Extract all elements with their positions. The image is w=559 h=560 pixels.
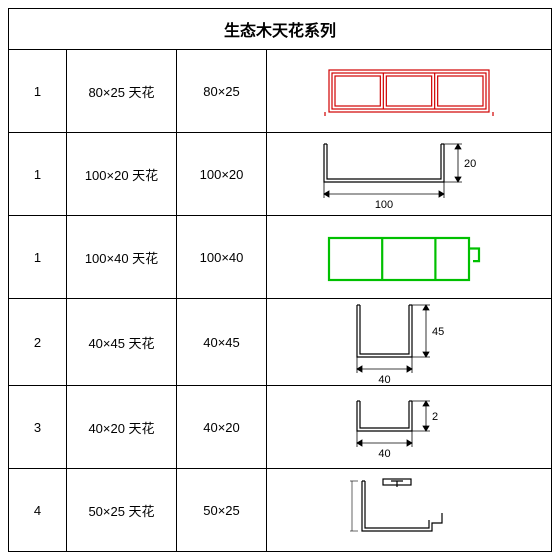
- product-diagram: [267, 216, 552, 299]
- product-table: 生态木天花系列 180×25 天花80×251100×20 天花100×2020…: [8, 8, 552, 552]
- table-row: 1100×40 天花100×40: [9, 216, 552, 299]
- product-name: 100×20 天花: [67, 133, 177, 216]
- row-index: 3: [9, 386, 67, 469]
- product-diagram: 2 40: [267, 386, 552, 469]
- product-name: 40×45 天花: [67, 299, 177, 386]
- product-size: 50×25: [177, 469, 267, 552]
- svg-text:45: 45: [432, 326, 444, 338]
- row-index: 1: [9, 50, 67, 133]
- product-size: 40×45: [177, 299, 267, 386]
- product-diagram: [267, 50, 552, 133]
- product-size: 100×40: [177, 216, 267, 299]
- product-size: 40×20: [177, 386, 267, 469]
- product-name: 80×25 天花: [67, 50, 177, 133]
- product-diagram: 45 40: [267, 299, 552, 386]
- row-index: 2: [9, 299, 67, 386]
- table-row: 340×20 天花40×20 2 40: [9, 386, 552, 469]
- row-index: 1: [9, 133, 67, 216]
- svg-text:20: 20: [464, 158, 476, 170]
- table-title: 生态木天花系列: [9, 9, 552, 50]
- product-name: 40×20 天花: [67, 386, 177, 469]
- svg-text:2: 2: [432, 411, 438, 423]
- product-diagram: [267, 469, 552, 552]
- product-diagram: 20 100: [267, 133, 552, 216]
- product-size: 100×20: [177, 133, 267, 216]
- table-row: 1100×20 天花100×20 20 100: [9, 133, 552, 216]
- row-index: 1: [9, 216, 67, 299]
- row-index: 4: [9, 469, 67, 552]
- product-size: 80×25: [177, 50, 267, 133]
- table-row: 180×25 天花80×25: [9, 50, 552, 133]
- svg-text:40: 40: [378, 374, 390, 383]
- svg-text:100: 100: [375, 199, 393, 208]
- table-row: 240×45 天花40×45 45 40: [9, 299, 552, 386]
- table-row: 450×25 天花50×25: [9, 469, 552, 552]
- svg-text:40: 40: [378, 448, 390, 457]
- product-name: 50×25 天花: [67, 469, 177, 552]
- table-body: 180×25 天花80×251100×20 天花100×20201001100×…: [9, 50, 552, 552]
- product-name: 100×40 天花: [67, 216, 177, 299]
